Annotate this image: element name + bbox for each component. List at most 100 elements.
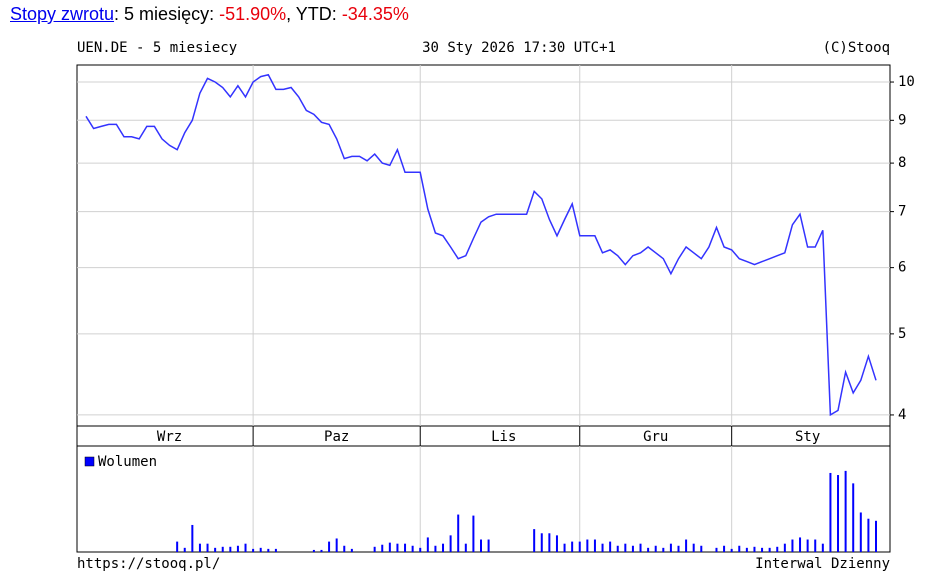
volume-bar	[783, 543, 786, 552]
volume-bar	[571, 541, 574, 552]
volume-bar	[548, 533, 551, 552]
volume-bar	[244, 543, 247, 552]
volume-bar	[738, 545, 741, 552]
volume-bar	[761, 547, 764, 552]
header-text: : 5 miesięcy:	[114, 4, 220, 24]
volume-bar	[852, 483, 855, 552]
volume-bar	[715, 547, 718, 552]
volume-bar	[624, 543, 627, 552]
volume-bar	[176, 541, 179, 552]
y-tick-label: 7	[898, 204, 906, 220]
volume-bar	[396, 543, 399, 552]
volume-bar	[677, 545, 680, 552]
volume-bar	[464, 543, 467, 552]
volume-bar	[799, 537, 802, 552]
legend-swatch	[84, 456, 95, 467]
returns-link[interactable]: Stopy zwrotu	[10, 4, 115, 24]
volume-bar	[647, 547, 650, 552]
volume-bar	[578, 541, 581, 552]
volume-bar	[776, 546, 779, 552]
volume-bar	[533, 529, 536, 552]
volume-bar	[639, 543, 642, 552]
volume-bar	[859, 512, 862, 552]
volume-bar	[487, 539, 490, 552]
volume-bar	[252, 548, 255, 552]
return-5m: -51.90%	[219, 4, 287, 24]
volume-bar	[183, 547, 186, 552]
volume-bar	[768, 547, 771, 552]
chart-subtitle: 30 Sty 2026 17:30 UTC+1	[422, 40, 616, 56]
y-tick-label: 4	[898, 407, 906, 423]
volume-bar	[601, 543, 604, 552]
volume-bar	[442, 543, 445, 552]
volume-bar	[229, 546, 232, 552]
volume-bar	[434, 545, 437, 552]
volume-bar	[814, 539, 817, 552]
y-tick-label: 5	[898, 326, 906, 342]
volume-bar	[267, 548, 270, 552]
volume-bar	[328, 541, 331, 552]
volume-bar	[806, 539, 809, 552]
volume-bar	[274, 548, 277, 552]
chart-source: (C)Stooq	[823, 40, 890, 56]
returns-header: Stopy zwrotu: 5 miesięcy: -51.90%, YTD: …	[10, 4, 409, 25]
volume-bar	[753, 546, 756, 552]
volume-bar	[730, 548, 733, 552]
volume-bar	[837, 475, 840, 552]
x-tick-label: Lis	[491, 429, 516, 445]
volume-bar	[426, 537, 429, 552]
volume-bar	[586, 539, 589, 552]
volume-bar	[685, 539, 688, 552]
volume-bar	[844, 470, 847, 552]
header-text: , YTD:	[286, 4, 342, 24]
volume-bar	[791, 539, 794, 552]
volume-bar	[631, 545, 634, 552]
price-line	[85, 73, 877, 417]
volume-bar	[616, 545, 619, 552]
price-frame	[76, 64, 891, 427]
volume-frame	[76, 445, 891, 553]
volume-bar	[745, 547, 748, 552]
volume-bar	[654, 545, 657, 552]
volume-bar	[449, 535, 452, 552]
volume-bar	[829, 472, 832, 552]
volume-bar	[457, 514, 460, 552]
volume-bar	[593, 539, 596, 552]
volume-bar	[191, 524, 194, 552]
volume-bar	[198, 543, 201, 552]
volume-bar	[867, 518, 870, 552]
volume-bar	[259, 547, 262, 552]
volume-bar	[821, 543, 824, 552]
volume-bar	[700, 545, 703, 552]
volume-bar	[662, 547, 665, 552]
month-band	[76, 425, 891, 447]
volume-bar	[555, 535, 558, 552]
volume-bar	[335, 538, 338, 552]
volume-bar	[206, 543, 209, 552]
volume-bar	[609, 541, 612, 552]
volume-bar	[472, 515, 475, 552]
y-tick-label: 6	[898, 260, 906, 276]
volume-bar	[419, 547, 422, 552]
x-tick-label: Paz	[324, 429, 349, 445]
x-tick-label: Wrz	[157, 429, 182, 445]
volume-bar	[320, 549, 323, 552]
volume-bar	[343, 545, 346, 552]
footer-interval: Interwal Dzienny	[755, 556, 890, 572]
volume-bar	[669, 543, 672, 552]
return-ytd: -34.35%	[341, 4, 409, 24]
y-tick-label: 10	[898, 74, 915, 90]
x-tick-label: Sty	[795, 429, 820, 445]
y-tick-label: 8	[898, 155, 906, 171]
volume-bar	[381, 544, 384, 552]
x-tick-label: Gru	[643, 429, 668, 445]
y-tick-label: 9	[898, 112, 906, 128]
volume-bar	[388, 542, 391, 552]
volume-bar	[221, 546, 224, 552]
footer-url: https://stooq.pl/	[77, 556, 220, 572]
volume-bar	[404, 543, 407, 552]
volume-bar	[373, 546, 376, 552]
legend-label: Wolumen	[98, 454, 157, 470]
